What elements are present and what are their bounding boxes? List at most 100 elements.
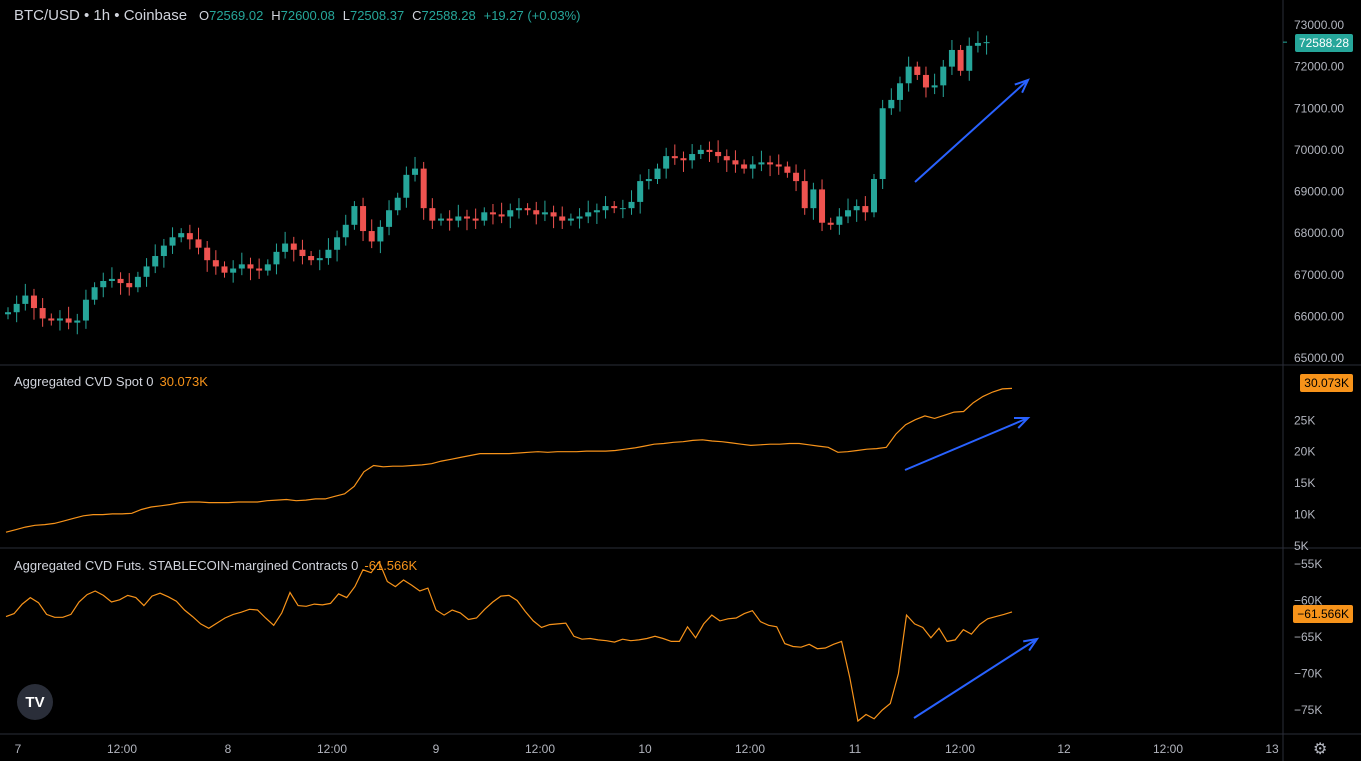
candle-body — [871, 179, 877, 213]
spot-cvd-axis-label: 20K — [1294, 445, 1315, 459]
candle-body — [299, 249, 306, 257]
time-axis-label: 12:00 — [735, 742, 765, 756]
candle-body — [169, 237, 176, 246]
candle-body — [948, 49, 955, 67]
candle-body — [767, 162, 774, 165]
price-axis-label: 67000.00 — [1294, 268, 1344, 282]
candle-body — [723, 156, 730, 161]
candle-body — [576, 216, 583, 219]
time-axis-label: 12:00 — [107, 742, 137, 756]
trend-arrow — [914, 79, 1029, 183]
candle-body — [533, 210, 540, 215]
candle-body — [273, 251, 280, 265]
candle-body — [368, 231, 375, 242]
time-axis-label: 12:00 — [525, 742, 555, 756]
candle-body — [836, 216, 843, 225]
candle-body — [117, 278, 124, 284]
candle-body — [178, 233, 185, 238]
time-axis-label: 8 — [225, 742, 232, 756]
candle-body — [13, 303, 20, 313]
candle-body — [481, 212, 488, 221]
time-axis-label: 7 — [15, 742, 22, 756]
candle-body — [489, 212, 496, 215]
trend-arrow-head — [1023, 637, 1040, 652]
candle-body — [230, 268, 237, 273]
time-axis-label: 9 — [433, 742, 440, 756]
candle-body — [940, 66, 947, 86]
symbol-title[interactable]: BTC/USD • 1h • Coinbase — [14, 7, 188, 24]
candle-body — [212, 260, 219, 267]
candle-body — [793, 172, 800, 182]
candle-body — [472, 218, 479, 221]
futs-pane-legend[interactable]: Aggregated CVD Futs. STABLECOIN-margined… — [14, 558, 417, 573]
spot-pane-title: Aggregated CVD Spot 0 — [14, 374, 154, 389]
open-label: O — [198, 8, 210, 23]
candle-body — [308, 256, 315, 261]
candle-body — [82, 299, 89, 321]
candle-body — [342, 224, 349, 238]
candle-body — [360, 206, 367, 232]
low-value: 72508.37 — [349, 8, 405, 23]
candle-body — [741, 164, 748, 169]
low-label: L — [342, 8, 350, 23]
tradingview-logo[interactable]: TV — [17, 684, 53, 720]
candle-body — [256, 268, 263, 271]
price-axis-label: 71000.00 — [1294, 101, 1344, 115]
spot-cvd-line — [5, 387, 1013, 533]
candle-body — [134, 276, 141, 288]
candle-body — [888, 99, 895, 109]
symbol-header: BTC/USD • 1h • Coinbase O72569.02 H72600… — [14, 7, 584, 24]
futs-cvd-axis-label: −55K — [1294, 557, 1322, 571]
time-axis-label: 12:00 — [317, 742, 347, 756]
candle-body — [334, 237, 341, 250]
time-axis-label: 10 — [638, 742, 652, 756]
candle-body — [628, 201, 635, 209]
candle-body — [983, 42, 990, 44]
close-value: 72588.28 — [421, 8, 476, 23]
candle-body — [922, 74, 929, 88]
time-axis-label: 12:00 — [945, 742, 975, 756]
candle-body — [290, 243, 297, 250]
candle-body — [862, 206, 869, 213]
spot-cvd-axis-label: 25K — [1294, 413, 1315, 427]
candle-body — [671, 156, 678, 159]
candle-body — [438, 218, 444, 221]
futs-pane-title: Aggregated CVD Futs. STABLECOIN-margined… — [14, 558, 359, 573]
trend-arrow-head — [1014, 78, 1030, 94]
futs-cvd-axis-label: −75K — [1294, 703, 1322, 717]
candle-body — [619, 208, 626, 210]
candle-body — [498, 214, 505, 217]
candle-body — [524, 208, 531, 211]
price-axis-label: 66000.00 — [1294, 309, 1344, 323]
time-axis-label: 13 — [1265, 742, 1279, 756]
last-price-tag: 72588.28 — [1294, 34, 1353, 52]
candle-body — [637, 181, 644, 202]
candle-body — [39, 308, 46, 319]
candle-body — [91, 287, 98, 300]
gear-icon[interactable]: ⚙ — [1313, 741, 1328, 758]
price-axis-label: 68000.00 — [1294, 226, 1344, 240]
spot-pane-value: 30.073K — [159, 374, 208, 389]
candle-body — [420, 168, 427, 209]
candle-body — [966, 45, 973, 71]
futs-cvd-line — [5, 560, 1013, 723]
candle-body — [567, 218, 574, 221]
trend-arrow — [904, 417, 1029, 471]
spot-pane-legend[interactable]: Aggregated CVD Spot 0 30.073K — [14, 374, 208, 389]
candle-body — [515, 208, 522, 211]
candle-body — [689, 154, 696, 161]
candle-body — [143, 266, 150, 277]
candle-body — [429, 208, 436, 221]
change-value: +19.27 (+0.03%) — [483, 8, 581, 23]
candle-body — [463, 216, 470, 219]
candle-body — [221, 266, 228, 273]
candle-body — [853, 206, 860, 211]
futs-pane-value: -61.566K — [364, 558, 418, 573]
candle-body — [602, 206, 609, 211]
price-axis-label: 72000.00 — [1294, 60, 1344, 74]
candle-body — [204, 247, 211, 261]
candle-body — [30, 295, 37, 309]
close-label: C — [412, 8, 422, 23]
candle-body — [784, 166, 791, 173]
